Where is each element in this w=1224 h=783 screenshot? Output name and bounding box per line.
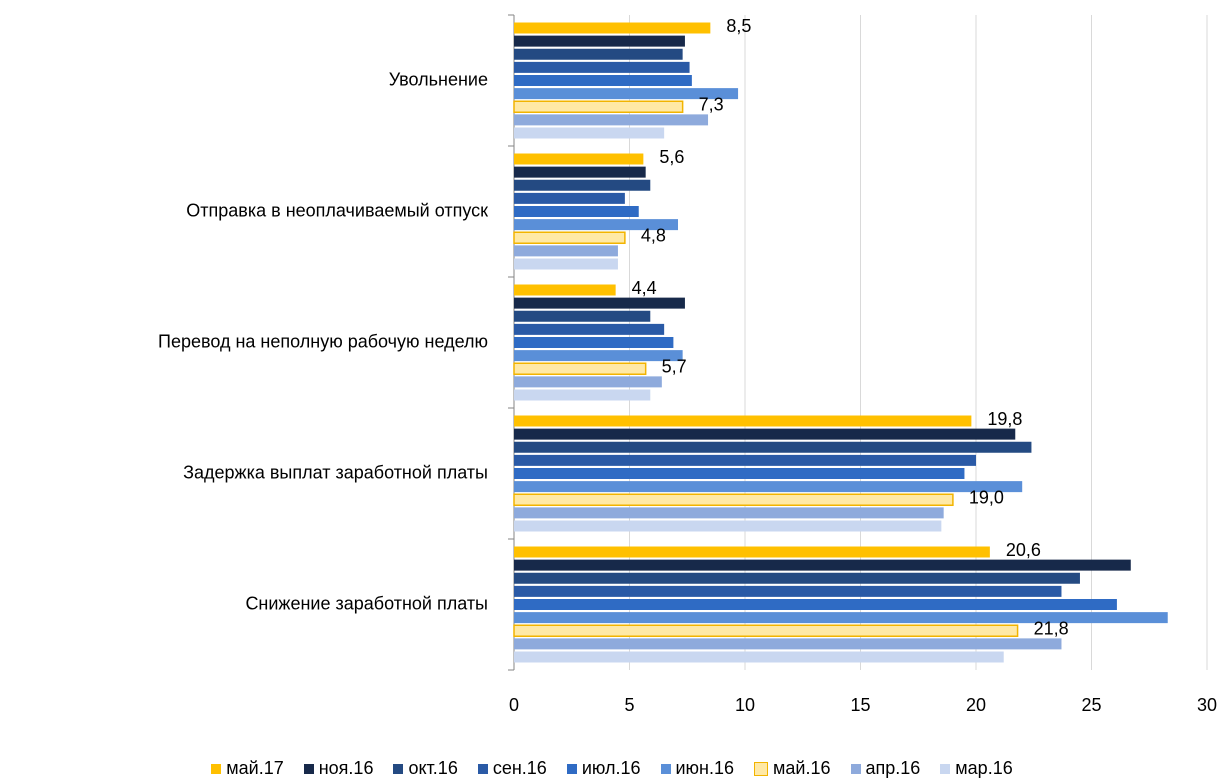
x-tick-label: 0 bbox=[509, 695, 519, 715]
bar bbox=[514, 520, 942, 532]
legend-label: мар.16 bbox=[955, 758, 1013, 778]
bar bbox=[514, 61, 690, 73]
legend-label: сен.16 bbox=[492, 758, 547, 778]
legend: май.17 ноя.16 окт.16 сен.16 июл.16 июн.16 май.… bbox=[0, 758, 1224, 779]
bar bbox=[514, 153, 644, 165]
bar bbox=[514, 192, 625, 204]
data-label: 21,8 bbox=[1034, 619, 1069, 639]
bar bbox=[514, 310, 651, 322]
bar bbox=[514, 350, 683, 362]
y-tick-label: Снижение заработной платы bbox=[245, 593, 488, 613]
bar bbox=[514, 612, 1168, 624]
bar bbox=[514, 297, 685, 309]
legend-swatch bbox=[393, 763, 404, 774]
bar bbox=[514, 323, 665, 335]
legend-item: июл.16 bbox=[566, 758, 641, 779]
x-tick-label: 10 bbox=[735, 695, 755, 715]
legend-item: май.16 bbox=[754, 758, 831, 779]
bar bbox=[513, 624, 1019, 637]
y-tick-label: Отправка в неоплачиваемый отпуск bbox=[186, 200, 488, 220]
bar bbox=[514, 454, 976, 466]
legend-label: апр.16 bbox=[865, 758, 921, 778]
bar bbox=[514, 559, 1131, 571]
legend-item: мар.16 bbox=[940, 758, 1013, 779]
bar bbox=[514, 219, 679, 231]
bar bbox=[513, 100, 684, 113]
bar bbox=[513, 231, 626, 244]
bar bbox=[514, 415, 972, 427]
x-tick-label: 15 bbox=[850, 695, 870, 715]
bar bbox=[514, 572, 1080, 584]
bar bbox=[514, 389, 651, 401]
bar bbox=[514, 651, 1004, 663]
legend-label: окт.16 bbox=[408, 758, 458, 778]
x-tick-label: 5 bbox=[624, 695, 634, 715]
bar bbox=[514, 88, 739, 100]
data-label: 4,4 bbox=[632, 278, 657, 298]
legend-swatch bbox=[940, 763, 951, 774]
legend-label: июн.16 bbox=[675, 758, 735, 778]
legend-swatch bbox=[850, 763, 861, 774]
bar bbox=[514, 48, 683, 60]
legend-label: июл.16 bbox=[581, 758, 641, 778]
bar bbox=[514, 585, 1062, 597]
bar bbox=[514, 127, 665, 139]
legend-item: апр.16 bbox=[850, 758, 921, 779]
bar bbox=[514, 258, 618, 270]
bar bbox=[514, 245, 618, 257]
bar bbox=[514, 75, 692, 86]
bar bbox=[514, 337, 674, 348]
legend-label: май.16 bbox=[773, 758, 831, 778]
bar bbox=[514, 468, 965, 479]
x-tick-label: 30 bbox=[1197, 695, 1217, 715]
data-label: 19,0 bbox=[969, 488, 1004, 508]
legend-swatch bbox=[303, 763, 314, 774]
legend-item: окт.16 bbox=[393, 758, 458, 779]
bar bbox=[514, 179, 651, 191]
x-tick-label: 25 bbox=[1081, 695, 1101, 715]
legend-swatch bbox=[211, 763, 222, 774]
legend-item: ноя.16 bbox=[303, 758, 374, 779]
bar bbox=[514, 35, 685, 47]
bar bbox=[514, 376, 662, 388]
data-label: 7,3 bbox=[699, 95, 724, 115]
bar bbox=[514, 166, 646, 178]
data-label: 5,6 bbox=[659, 147, 684, 167]
y-tick-label: Увольнение bbox=[389, 69, 488, 89]
legend-swatch bbox=[660, 763, 671, 774]
data-label: 5,7 bbox=[662, 357, 687, 377]
bar bbox=[514, 507, 944, 519]
bar bbox=[513, 493, 954, 506]
legend-item: июн.16 bbox=[660, 758, 735, 779]
legend-label: ноя.16 bbox=[318, 758, 374, 778]
y-tick-label: Задержка выплат заработной платы bbox=[183, 462, 488, 482]
bar bbox=[514, 114, 709, 126]
bar bbox=[514, 638, 1062, 650]
x-tick-label: 20 bbox=[966, 695, 986, 715]
data-label: 20,6 bbox=[1006, 540, 1041, 560]
data-label: 8,5 bbox=[726, 16, 751, 36]
bar bbox=[514, 441, 1032, 453]
bar bbox=[514, 546, 990, 558]
legend-item: май.17 bbox=[211, 758, 284, 779]
bar bbox=[514, 481, 1023, 493]
data-label: 19,8 bbox=[987, 409, 1022, 429]
legend-label: май.17 bbox=[226, 758, 284, 778]
bar bbox=[514, 206, 639, 217]
bar bbox=[514, 428, 1016, 440]
data-label: 4,8 bbox=[641, 226, 666, 246]
legend-item: сен.16 bbox=[477, 758, 547, 779]
legend-swatch bbox=[566, 763, 577, 774]
legend-swatch bbox=[754, 761, 769, 776]
bar bbox=[514, 284, 616, 296]
legend-swatch bbox=[477, 763, 488, 774]
bar bbox=[513, 362, 647, 375]
bar bbox=[514, 599, 1117, 610]
y-tick-label: Перевод на неполную рабочую неделю bbox=[158, 331, 488, 351]
bar bbox=[514, 22, 711, 34]
